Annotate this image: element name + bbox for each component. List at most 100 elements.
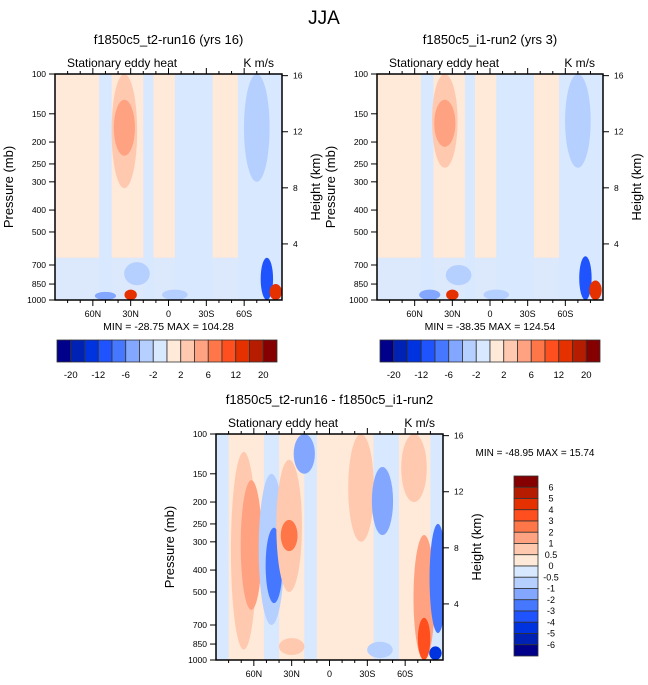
colorbar-swatch (235, 339, 250, 363)
y-tick-label: 200 (354, 137, 368, 147)
colorbar-swatch (572, 339, 587, 363)
contour-region (124, 262, 150, 286)
contour-region (417, 617, 431, 660)
colorbar-swatch (70, 339, 85, 363)
contour-field (55, 74, 282, 300)
colorbar-label: -6 (547, 640, 555, 650)
y-tick-label: 400 (193, 565, 207, 575)
y-right-tick-label: 8 (293, 183, 298, 193)
contour-region (429, 646, 442, 660)
x-tick-label: 60N (406, 309, 423, 319)
colorbar-swatch (393, 339, 408, 363)
colorbar-swatch (513, 588, 539, 601)
contour-region (269, 284, 282, 300)
colorbar-label: 0 (548, 561, 553, 571)
colorbar-swatch (434, 339, 450, 363)
x-tick-label: 30S (359, 669, 375, 679)
y-tick-label: 500 (354, 227, 368, 237)
colorbar-label: -20 (387, 370, 401, 381)
colorbar-swatch (513, 554, 539, 567)
colorbar-swatch (448, 339, 463, 363)
colorbar-swatch (379, 339, 395, 363)
chart-title: f1850c5_t2-run16 - f1850c5_i1-run2 (226, 392, 433, 407)
left-string: Stationary eddy heat (228, 416, 339, 430)
colorbar-swatch (558, 339, 573, 363)
y-right-tick-label: 12 (454, 487, 464, 497)
colorbar-swatch (207, 339, 223, 363)
y-tick-label: 850 (193, 639, 207, 649)
contour-region (94, 291, 117, 300)
contour-region (434, 99, 456, 147)
y-right-axis-label: Height (km) (629, 153, 644, 220)
colorbar-label: 1 (548, 539, 553, 549)
contour-region (162, 289, 188, 300)
colorbar-swatch (585, 339, 601, 363)
y-tick-label: 150 (32, 109, 46, 119)
y-axis-label: Pressure (mb) (323, 146, 338, 228)
y-tick-label: 700 (32, 260, 46, 270)
contour-region (278, 638, 305, 655)
y-tick-label: 250 (32, 159, 46, 169)
y-axis-label: Pressure (mb) (162, 506, 177, 588)
colorbar-label: 2 (178, 370, 183, 381)
y-tick-label: 500 (193, 587, 207, 597)
y-tick-label: 100 (193, 429, 207, 439)
colorbar-label: -12 (91, 370, 105, 381)
colorbar-label: -4 (547, 617, 555, 627)
contour-field (216, 434, 443, 660)
y-right-tick-label: 4 (293, 239, 298, 249)
colorbar-label: 3 (548, 516, 553, 526)
right-string: K m/s (404, 416, 435, 430)
contour-region (565, 74, 591, 168)
y-right-tick-label: 4 (454, 599, 459, 609)
colorbar-swatch (489, 339, 505, 363)
colorbar-label: -2 (149, 370, 157, 381)
left-string: Stationary eddy heat (67, 56, 178, 70)
colorbar-swatch (513, 509, 539, 522)
colorbar-swatch (166, 339, 182, 363)
y-right-axis-label: Height (km) (308, 153, 323, 220)
y-right-tick-label: 8 (454, 543, 459, 553)
colorbar-swatch (513, 531, 539, 544)
colorbar-swatch (262, 339, 278, 363)
y-tick-label: 100 (354, 69, 368, 79)
colorbar-label: -0.5 (543, 572, 559, 582)
colorbar-swatch (503, 339, 518, 363)
y-axis-label: Pressure (mb) (1, 146, 16, 228)
x-tick-label: 30N (283, 669, 300, 679)
weak-negative-band (216, 434, 229, 660)
y-tick-label: 200 (193, 497, 207, 507)
colorbar-swatch (97, 339, 113, 363)
y-tick-label: 300 (193, 537, 207, 547)
colorbar-swatch (517, 339, 532, 363)
right-string: K m/s (564, 56, 595, 70)
x-tick-label: 30N (122, 309, 139, 319)
colorbar-swatch (544, 339, 560, 363)
colorbar-swatch (56, 339, 72, 363)
colorbar-label: 12 (553, 370, 564, 381)
min-max-stats: MIN = -48.95 MAX = 15.74 (476, 448, 595, 459)
colorbar-swatch (513, 621, 539, 634)
contour-region (579, 256, 592, 300)
contour-region (445, 264, 472, 286)
x-tick-label: 30N (444, 309, 461, 319)
colorbar-swatch (84, 339, 99, 363)
y-tick-label: 250 (193, 519, 207, 529)
y-tick-label: 300 (32, 177, 46, 187)
colorbar-swatch (111, 339, 127, 363)
x-tick-label: 30S (520, 309, 536, 319)
weak-negative-band (464, 74, 475, 300)
y-right-tick-label: 4 (614, 239, 619, 249)
x-tick-label: 30S (198, 309, 214, 319)
min-max-stats: MIN = -38.35 MAX = 124.54 (425, 321, 556, 333)
colorbar: -20 -12 -6 -2 2 6 12 20 (379, 339, 601, 381)
colorbar-swatch (513, 498, 539, 511)
colorbar-label: -12 (414, 370, 428, 381)
page-title: JJA (308, 8, 340, 29)
y-tick-label: 500 (32, 227, 46, 237)
contour-region (446, 289, 459, 300)
colorbar-label: -2 (472, 370, 480, 381)
colorbar-label: 5 (548, 494, 553, 504)
contour-region (589, 280, 602, 300)
colorbar-swatch (513, 576, 539, 589)
